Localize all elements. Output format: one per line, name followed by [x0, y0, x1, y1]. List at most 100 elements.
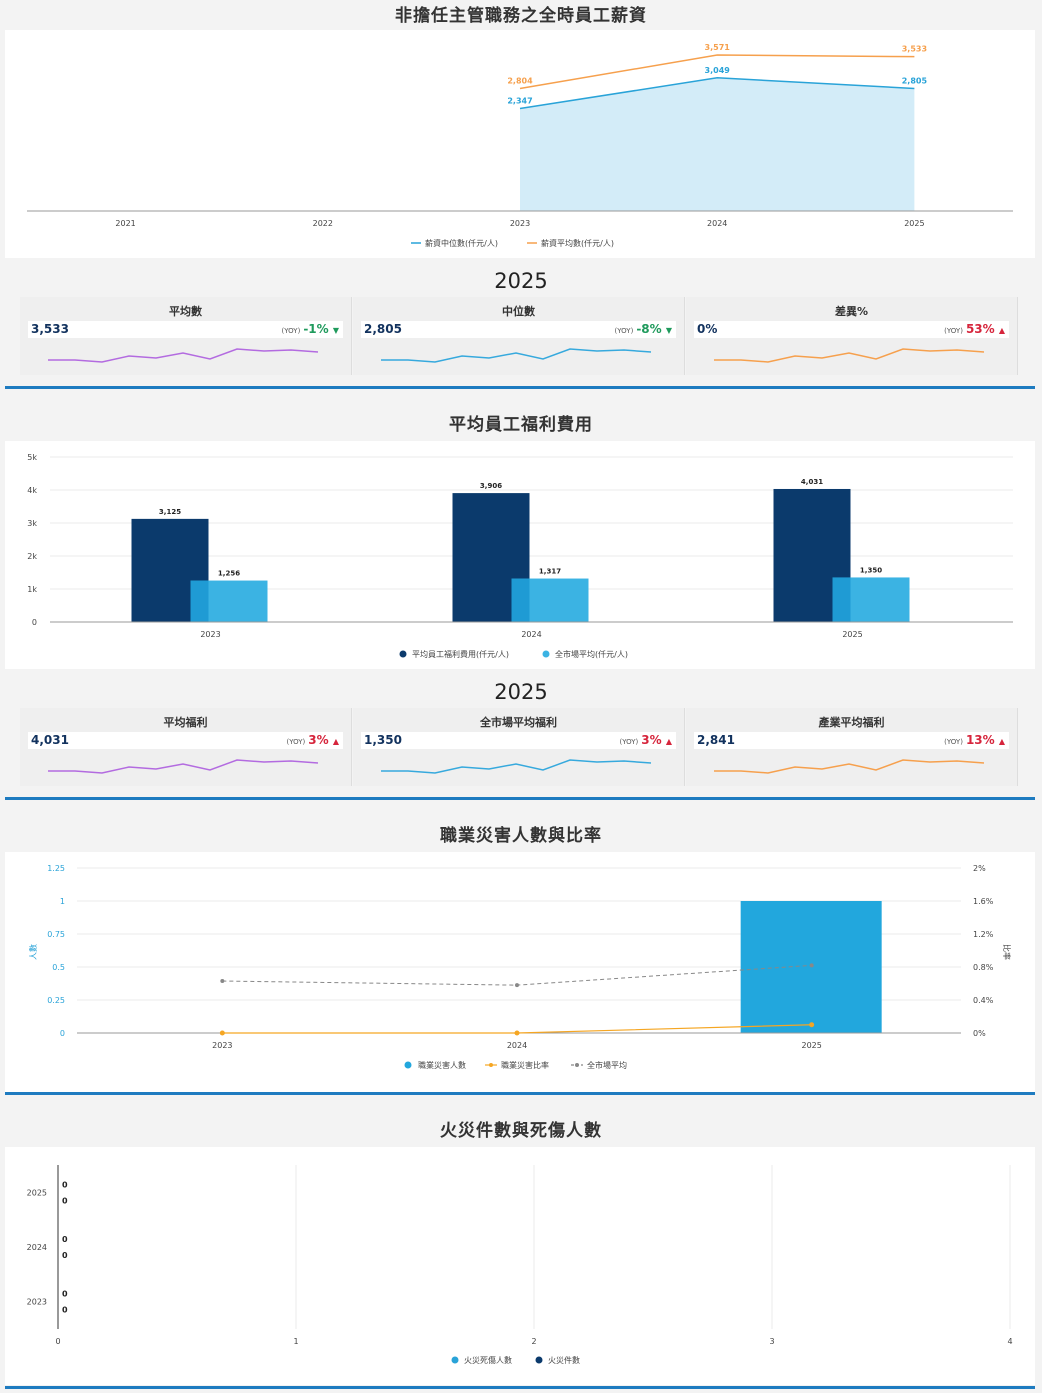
kpi-sparkline: [714, 759, 985, 774]
y-tick-label: 0.5: [52, 963, 65, 972]
y-axis-title: 人數: [28, 944, 38, 960]
x-tick-label: 1: [293, 1337, 298, 1346]
y-tick-label: 4k: [27, 486, 37, 495]
data-label: 0: [62, 1251, 68, 1260]
data-label: 3,125: [159, 508, 181, 516]
kpi-sparkline: [381, 759, 652, 774]
data-label: 2,805: [902, 76, 928, 85]
data-label: 3,533: [902, 45, 927, 54]
kpi-yoy: (YOY) 3% ▲: [620, 733, 672, 747]
salary-kpi-card: 差異% 0% (YOY) 53% ▲: [686, 297, 1018, 375]
y-tick-label: 0: [32, 618, 37, 627]
kpi-header: 差異%: [834, 305, 869, 318]
section-divider: [5, 1092, 1035, 1095]
x-tick-label: 3: [769, 1337, 774, 1346]
arrow-down-icon: ▼: [665, 326, 672, 335]
y2-axis-title: 比率: [1002, 944, 1012, 960]
salary-kpi-card: 中位數 2,805 (YOY) -8% ▼: [353, 297, 685, 375]
sparkline-path: [714, 348, 985, 363]
legend-label: 平均員工福利費用(仟元/人): [412, 649, 509, 659]
y-tick-label: 1k: [27, 585, 37, 594]
legend-swatch: [542, 650, 550, 658]
market-average-point: [515, 983, 519, 988]
legend-label: 薪資中位數(仟元/人): [425, 238, 498, 248]
market-bar-shade: [832, 577, 851, 622]
injury-rate-point: [514, 1030, 520, 1036]
kpi-yoy-value: 3%: [641, 733, 666, 747]
kpi-value: 2,805: [364, 322, 402, 336]
kpi-sparkline: [714, 348, 985, 363]
kpi-value-box: 1,350 (YOY) 3% ▲: [361, 732, 676, 749]
salary-title: 非擔任主管職務之全時員工薪資: [395, 6, 647, 26]
data-label: 3,906: [480, 482, 502, 490]
x-tick-label: 4: [1007, 1337, 1012, 1346]
market-average-point: [220, 979, 225, 984]
kpi-value: 4,031: [31, 733, 69, 747]
kpi-yoy-label: (YOY): [281, 327, 301, 335]
kpi-value: 0%: [697, 322, 718, 336]
kpi-yoy: (YOY) 3% ▲: [287, 733, 339, 747]
data-label: 1,317: [539, 568, 561, 576]
legend-swatch: [451, 1356, 459, 1364]
y-tick-label: 0: [60, 1029, 65, 1038]
legend-label: 職業災害人數: [418, 1060, 466, 1070]
sparkline-path: [714, 759, 985, 774]
legend-swatch: [404, 1061, 412, 1069]
legend-swatch-dot: [489, 1063, 493, 1067]
x-tick-label: 2022: [313, 219, 333, 228]
y-tick-label: 2k: [27, 552, 37, 561]
x-tick-label: 2023: [200, 630, 220, 639]
injury-rate-point: [809, 1022, 815, 1028]
sparkline-path: [48, 759, 319, 774]
sparkline-path: [381, 759, 652, 774]
y-tick-label: 3k: [27, 519, 37, 528]
section-divider: [5, 1386, 1035, 1389]
legend-label: 職業災害比率: [501, 1060, 549, 1070]
kpi-yoy-value: 53%: [965, 322, 999, 336]
kpi-yoy-label: (YOY): [944, 738, 963, 746]
kpi-yoy: (YOY) -1% ▼: [282, 322, 339, 336]
median-area: [520, 77, 915, 211]
arrow-down-icon: ▼: [332, 326, 339, 335]
x-tick-label: 2: [531, 1337, 536, 1346]
market-bar-shade: [190, 580, 209, 622]
injury-rate-point: [219, 1030, 225, 1036]
x-tick-label: 2023: [212, 1041, 232, 1050]
y2-tick-label: 2%: [973, 864, 986, 873]
data-label: 4,031: [801, 478, 823, 486]
kpi-header: 全市場平均福利: [480, 716, 557, 729]
salary-chart: 2,347 3,049 2,805 2,804 3,571 3,533 2021 2022 20…: [27, 43, 1013, 248]
kpi-yoy-value: -1%: [303, 322, 333, 336]
salary-kpi-row: 平均數 3,533 (YOY) -1% ▼ 中位數 2,805 (YOY) -8% ▼ 差異% 0…: [20, 297, 1020, 375]
kpi-yoy-value: 3%: [308, 733, 333, 747]
x-tick-label: 0: [55, 1337, 60, 1346]
data-label: 3,571: [705, 43, 731, 52]
kpi-yoy-label: (YOY): [944, 327, 963, 335]
market-average-point: [809, 963, 814, 968]
legend-label: 薪資平均數(仟元/人): [541, 238, 614, 248]
kpi-yoy-value: -8%: [636, 322, 666, 336]
welfare-chart: 0 1k 2k 3k 4k 5k 3,125 1,256 2023 3,906 1,317 2024 4…: [27, 453, 1013, 659]
x-tick-label: 2025: [842, 630, 862, 639]
kpi-value-box: 0% (YOY) 53% ▲: [694, 321, 1009, 338]
data-label: 0: [62, 1180, 68, 1189]
injury-title: 職業災害人數與比率: [440, 826, 602, 846]
legend-label: 全市場平均: [587, 1060, 627, 1070]
y-tick-label: 2023: [27, 1298, 47, 1307]
data-label: 1,350: [860, 566, 882, 574]
injury-chart: 0 0% 0.25 0.4% 0.5 0.8% 0.75 1.2% 1 1.6% 1.25 2% 人數 比…: [28, 864, 1012, 1070]
y2-tick-label: 0.4%: [973, 996, 994, 1005]
kpi-yoy-label: (YOY): [286, 738, 306, 746]
kpi-value: 1,350: [364, 733, 402, 747]
section-divider: [5, 797, 1035, 800]
arrow-up-icon: ▲: [332, 737, 339, 746]
salary-chart-panel: 2,347 3,049 2,805 2,804 3,571 3,533 2021 2022 20…: [5, 30, 1035, 258]
data-label: 3,049: [705, 66, 731, 75]
legend-label: 全市場平均(仟元/人): [555, 649, 628, 659]
kpi-value: 2,841: [697, 733, 735, 747]
arrow-up-icon: ▲: [998, 737, 1005, 746]
welfare-kpi-row: 平均福利 4,031 (YOY) 3% ▲ 全市場平均福利 1,350 (YOY) 3% ▲ 產…: [20, 708, 1020, 786]
welfare-chart-panel: 0 1k 2k 3k 4k 5k 3,125 1,256 2023 3,906 1,317 2024 4…: [5, 441, 1035, 669]
y2-tick-label: 0.8%: [973, 963, 994, 972]
legend-swatch: [399, 650, 407, 658]
